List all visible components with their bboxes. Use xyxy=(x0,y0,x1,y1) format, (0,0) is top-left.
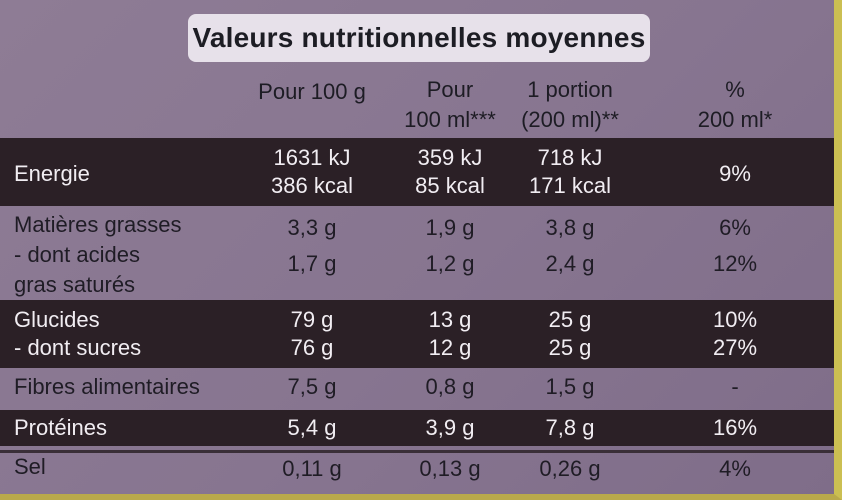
fibres-c2: 0,8 g xyxy=(425,374,475,399)
glucides-c4: 10% 27% xyxy=(680,306,790,362)
header-col2-line1: Pour xyxy=(426,77,474,102)
matieres-c2: 1,9 g 1,2 g xyxy=(400,210,500,282)
matieres-label-1: Matières grasses xyxy=(14,212,182,237)
energie-c2: 359 kJ 85 kcal xyxy=(400,144,500,200)
energie-c4: 9% xyxy=(719,161,751,186)
energie-c1: 1631 kJ 386 kcal xyxy=(252,144,372,200)
glucides-c4-total: 10% xyxy=(712,307,758,332)
sel-label: Sel xyxy=(14,454,46,479)
matieres-c4-sat: 12% xyxy=(712,251,758,276)
matieres-c3: 3,8 g 2,4 g xyxy=(520,210,620,282)
row-separator xyxy=(0,450,834,453)
matieres-c1-sat: 1,7 g xyxy=(287,251,337,276)
energie-c1-kj: 1631 kJ xyxy=(273,145,351,170)
fibres-label: Fibres alimentaires xyxy=(14,374,200,399)
energie-c1-kcal: 386 kcal xyxy=(271,173,353,198)
matieres-c4: 6% 12% xyxy=(680,210,790,282)
header-col4-line2: 200 ml* xyxy=(697,107,773,132)
glucides-c3: 25 g 25 g xyxy=(520,306,620,362)
row-glucides xyxy=(0,300,834,368)
fibres-c1: 7,5 g xyxy=(287,374,337,399)
proteines-c3: 7,8 g xyxy=(545,415,595,440)
glucides-label: Glucides - dont sucres xyxy=(14,306,141,362)
matieres-c1-total: 3,3 g xyxy=(287,215,337,240)
proteines-c4: 16% xyxy=(712,415,758,440)
matieres-c2-total: 1,9 g xyxy=(425,215,475,240)
energie-label: Energie xyxy=(14,161,90,186)
glucides-c4-sucres: 27% xyxy=(712,335,758,360)
energie-c3: 718 kJ 171 kcal xyxy=(520,144,620,200)
sel-c1: 0,11 g xyxy=(282,456,342,481)
sel-c2: 0,13 g xyxy=(419,456,481,481)
header-col1-line2: Pour 100 g xyxy=(258,79,366,104)
energie-c2-kj: 359 kJ xyxy=(417,145,483,170)
proteines-label: Protéines xyxy=(14,415,107,440)
sel-c4: 4% xyxy=(719,456,751,481)
glucides-c2-sucres: 12 g xyxy=(428,335,472,360)
fibres-c4: - xyxy=(731,374,739,399)
proteines-c2: 3,9 g xyxy=(425,415,475,440)
header-col2: Pour 100 ml*** xyxy=(400,76,500,134)
matieres-label: Matières grasses - dont acides gras satu… xyxy=(14,210,182,300)
matieres-c1: 3,3 g 1,7 g xyxy=(252,210,372,282)
energie-c3-kj: 718 kJ xyxy=(537,145,603,170)
header-col3: 1 portion (200 ml)** xyxy=(520,76,620,134)
glucides-c2-total: 13 g xyxy=(428,307,472,332)
header-col1: Pour 100 g xyxy=(252,76,372,106)
glucides-c1-sucres: 76 g xyxy=(290,335,334,360)
matieres-c3-sat: 2,4 g xyxy=(545,251,595,276)
glucides-c1: 79 g 76 g xyxy=(252,306,372,362)
header-col4: % 200 ml* xyxy=(680,76,790,134)
row-proteines xyxy=(0,410,834,446)
matieres-label-2: - dont acides xyxy=(14,242,140,267)
sel-c3: 0,26 g xyxy=(539,456,601,481)
glucides-c2: 13 g 12 g xyxy=(400,306,500,362)
glucides-c1-total: 79 g xyxy=(290,307,334,332)
matieres-label-3: gras saturés xyxy=(14,272,136,297)
fibres-c3: 1,5 g xyxy=(545,374,595,399)
header-col3-line1: 1 portion xyxy=(527,77,613,102)
energie-c2-kcal: 85 kcal xyxy=(415,173,485,198)
glucides-c3-sucres: 25 g xyxy=(548,335,592,360)
table-title: Valeurs nutritionnelles moyennes xyxy=(188,14,650,62)
matieres-c3-total: 3,8 g xyxy=(545,215,595,240)
glucides-label-2: - dont sucres xyxy=(14,335,142,360)
glucides-c3-total: 25 g xyxy=(548,307,592,332)
glucides-label-1: Glucides xyxy=(14,307,100,332)
header-col4-line1: % xyxy=(725,77,745,102)
header-col2-line2: 100 ml*** xyxy=(404,107,496,132)
energie-c3-kcal: 171 kcal xyxy=(529,173,611,198)
matieres-c4-total: 6% xyxy=(719,215,751,240)
header-col3-line2: (200 ml)** xyxy=(521,107,619,132)
row-energie xyxy=(0,138,834,206)
matieres-c2-sat: 1,2 g xyxy=(425,251,475,276)
proteines-c1: 5,4 g xyxy=(287,415,337,440)
